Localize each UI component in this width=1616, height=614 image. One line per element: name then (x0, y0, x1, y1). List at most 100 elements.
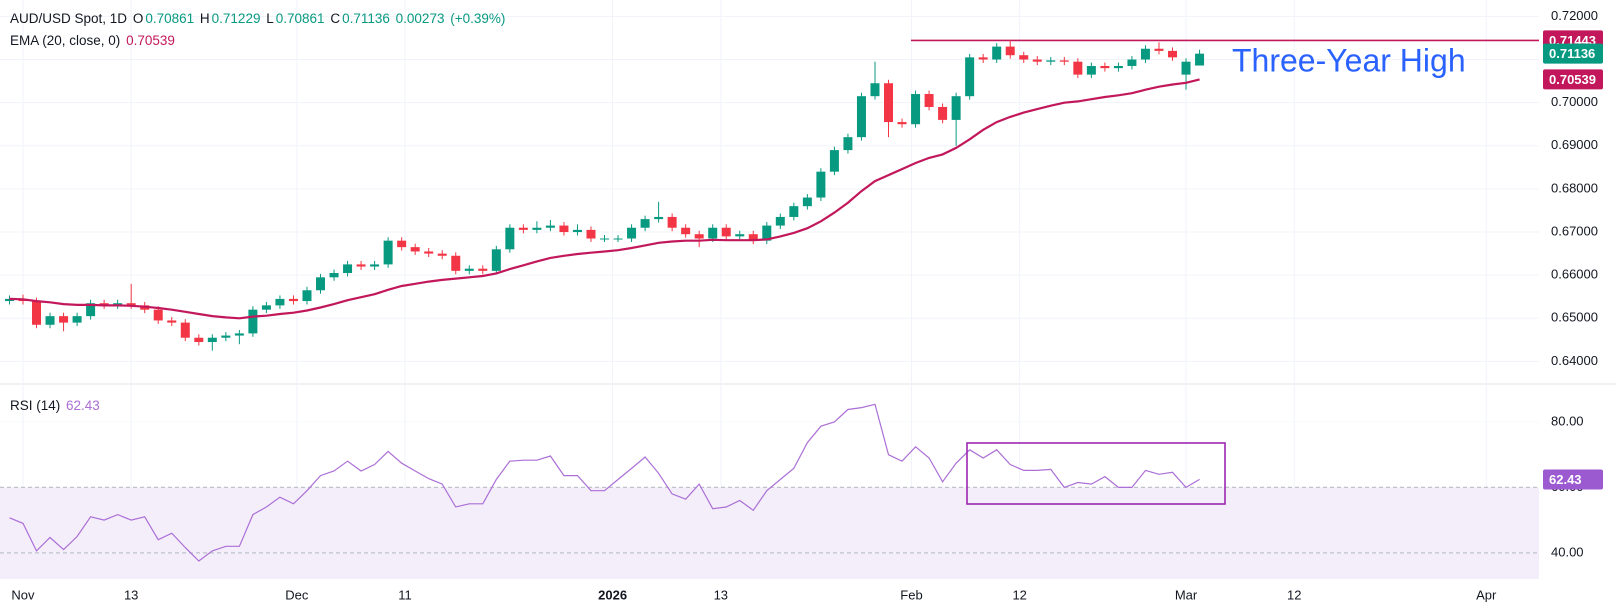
change-pct: (+0.39%) (450, 11, 506, 26)
candle-body (72, 316, 82, 323)
ohlc-value: 0.71136 (342, 11, 390, 26)
candle-body (951, 96, 961, 120)
candle-body (329, 273, 339, 278)
ohlc-label: L (266, 11, 274, 26)
candle-body (654, 216, 664, 220)
candle-body (1046, 60, 1056, 62)
ema-value: 0.70539 (126, 33, 175, 48)
price-badge (1543, 43, 1603, 64)
candle-body (370, 264, 380, 267)
candle-body (856, 96, 866, 138)
x-tick-label: Mar (1175, 587, 1198, 602)
candle-body (1127, 59, 1137, 66)
candle-body (978, 57, 988, 60)
candle-body (708, 227, 718, 239)
candle-body (816, 171, 826, 198)
candle-body (1059, 60, 1069, 62)
candle-body (288, 298, 298, 302)
candle-body (505, 227, 515, 250)
price-badge-label: 0.71136 (1549, 46, 1595, 61)
candle-body (99, 303, 109, 306)
candle-body (559, 225, 569, 233)
candle-body (234, 333, 244, 336)
candle-body (383, 240, 393, 265)
candle-body (667, 216, 677, 228)
candle-body (464, 268, 474, 271)
candle-body (86, 303, 96, 317)
x-tick-label: 2026 (598, 587, 627, 602)
candle-body (1019, 55, 1029, 60)
candle-body (1005, 46, 1015, 56)
candle-body (681, 227, 691, 235)
y-tick-label: 0.70000 (1551, 94, 1598, 109)
candle-body (721, 227, 731, 237)
candle-body (356, 264, 366, 267)
rsi-value: 62.43 (66, 398, 100, 413)
x-tick-label: Apr (1476, 587, 1497, 602)
candle-body (451, 255, 461, 271)
rsi-line (9, 403, 1200, 562)
symbol: AUD/USD Spot, 1D (10, 11, 128, 26)
x-tick-label: 12 (1012, 587, 1026, 602)
candle-body (518, 227, 528, 230)
candle-body (478, 268, 488, 271)
candle-body (316, 277, 326, 291)
candle-body (911, 94, 921, 125)
candle-body (491, 249, 501, 271)
candle-body (884, 83, 894, 123)
candle-body (1181, 61, 1191, 75)
candle-body (870, 83, 880, 97)
y-tick-label: 80.00 (1551, 413, 1584, 428)
x-tick-label: 12 (1287, 587, 1301, 602)
candle-body (45, 316, 55, 325)
candle-body (965, 57, 975, 97)
ema-line (9, 78, 1200, 320)
candle-body (789, 206, 799, 217)
labels: Nov 13 Dec 11 2026 13 Feb 12 Mar 12 Apr 0.72000 0.71… (11, 8, 1603, 602)
ohlc-value: 0.71229 (211, 11, 261, 26)
candle-body (275, 298, 285, 306)
candle-body (1195, 53, 1205, 66)
candle-body (437, 253, 447, 256)
x-tick-label: 13 (714, 587, 728, 602)
candle-body (600, 238, 610, 240)
candle-body (627, 227, 637, 239)
price-badge-label: 0.70539 (1549, 72, 1596, 87)
candle-body (1168, 50, 1178, 58)
candle-body (343, 264, 353, 274)
candle-body (113, 303, 123, 306)
candle-body (613, 238, 623, 240)
rsi-band (0, 487, 1539, 579)
y-tick-label: 0.64000 (1551, 353, 1598, 368)
x-tick-label: 11 (398, 587, 412, 602)
candle-body (532, 227, 542, 230)
candle-body (302, 290, 312, 302)
price-badge (1543, 69, 1603, 90)
candle-body (1073, 61, 1083, 75)
candle-body (221, 335, 231, 338)
change: 0.00273 (395, 11, 445, 26)
y-tick-label: 40.00 (1551, 544, 1584, 559)
y-tick-label: 0.68000 (1551, 180, 1598, 195)
candle-body (572, 229, 582, 233)
legend-ema: EMA (20, close, 0) 0.70539 (10, 33, 177, 48)
candle-body (924, 94, 934, 107)
candle-body (762, 225, 772, 241)
candle-body (410, 247, 420, 252)
candle-body (735, 234, 745, 237)
x-tick-label: 13 (124, 587, 138, 602)
candle-body (397, 240, 407, 248)
candle-body (126, 303, 136, 306)
candle-body (938, 106, 948, 120)
ohlc-label: O (132, 11, 144, 26)
candle-body (1032, 59, 1042, 62)
candle-body (4, 298, 14, 302)
legend-price: AUD/USD Spot, 1D O 0.70861 H 0.71229 L 0.70… (10, 11, 507, 26)
candle-body (59, 316, 69, 323)
candle-body (261, 305, 271, 310)
x-tick-label: Feb (900, 587, 922, 602)
candle-body (207, 337, 217, 343)
annotation: Three-Year High (1232, 42, 1466, 78)
